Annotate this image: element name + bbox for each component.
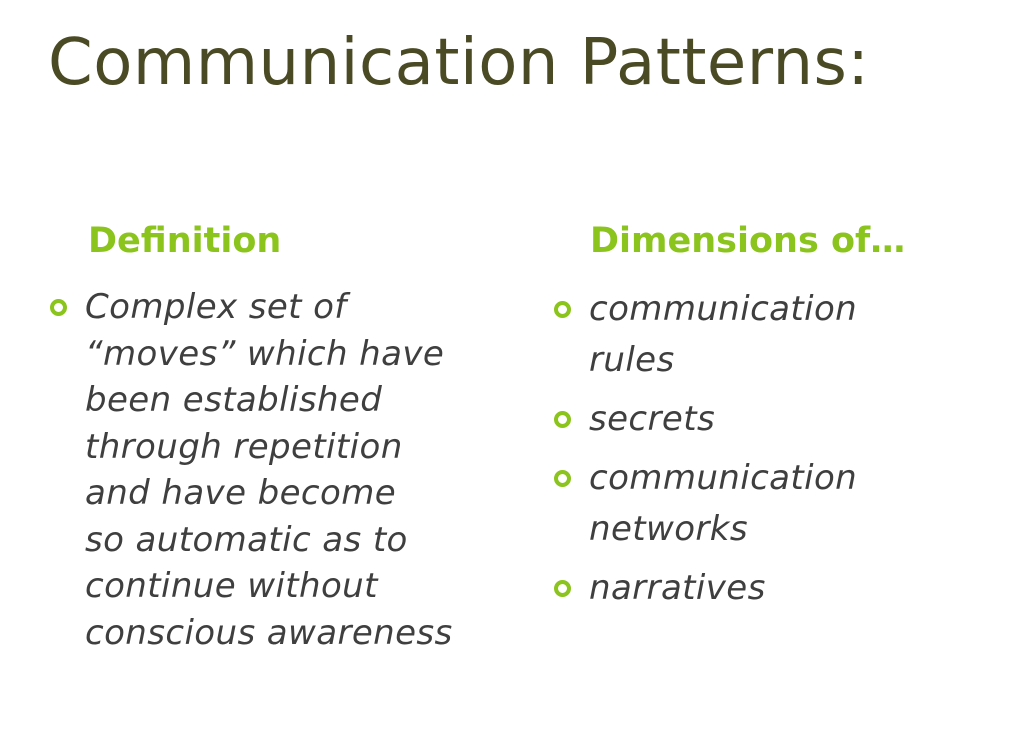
slide-title: Communication Patterns:	[48, 26, 870, 100]
definition-line: Complex set of	[85, 287, 347, 327]
definition-line: and have become	[85, 473, 397, 513]
definition-line: “moves” which have	[85, 333, 445, 374]
definition-line: so automatic as to	[85, 519, 408, 560]
definition-column: Definition Complex set of “moves” which …	[48, 218, 518, 656]
dimensions-column: Dimensions of… communication rules secre…	[552, 218, 992, 622]
definition-line: conscious awareness	[85, 612, 453, 653]
circle-bullet-icon	[554, 394, 574, 445]
dimension-line: rules	[589, 340, 675, 380]
dimensions-bullet-list: communication rules secrets communicatio…	[552, 284, 992, 614]
dimension-line: narratives	[589, 568, 766, 608]
circle-bullet-icon	[554, 284, 574, 335]
dimensions-heading: Dimensions of…	[590, 221, 906, 261]
circle-bullet-icon	[50, 284, 70, 330]
definition-line: continue without	[85, 566, 378, 606]
dimension-line: networks	[589, 509, 748, 549]
circle-bullet-icon	[554, 563, 574, 614]
definition-line: through repetition	[85, 426, 403, 467]
definition-bullet-item: Complex set of “moves” which have been e…	[48, 284, 518, 656]
definition-bullet-list: Complex set of “moves” which have been e…	[48, 284, 518, 656]
circle-bullet-icon	[554, 453, 574, 504]
dimension-item-communication-networks: communication networks	[552, 453, 992, 555]
dimension-line: communication	[589, 289, 858, 329]
definition-heading: Definition	[88, 221, 282, 261]
dimension-line: secrets	[589, 399, 716, 439]
dimension-item-secrets: secrets	[552, 394, 992, 445]
dimension-item-communication-rules: communication rules	[552, 284, 992, 386]
definition-line: been established	[85, 380, 383, 420]
dimension-item-narratives: narratives	[552, 563, 992, 614]
dimension-line: communication	[589, 458, 858, 498]
